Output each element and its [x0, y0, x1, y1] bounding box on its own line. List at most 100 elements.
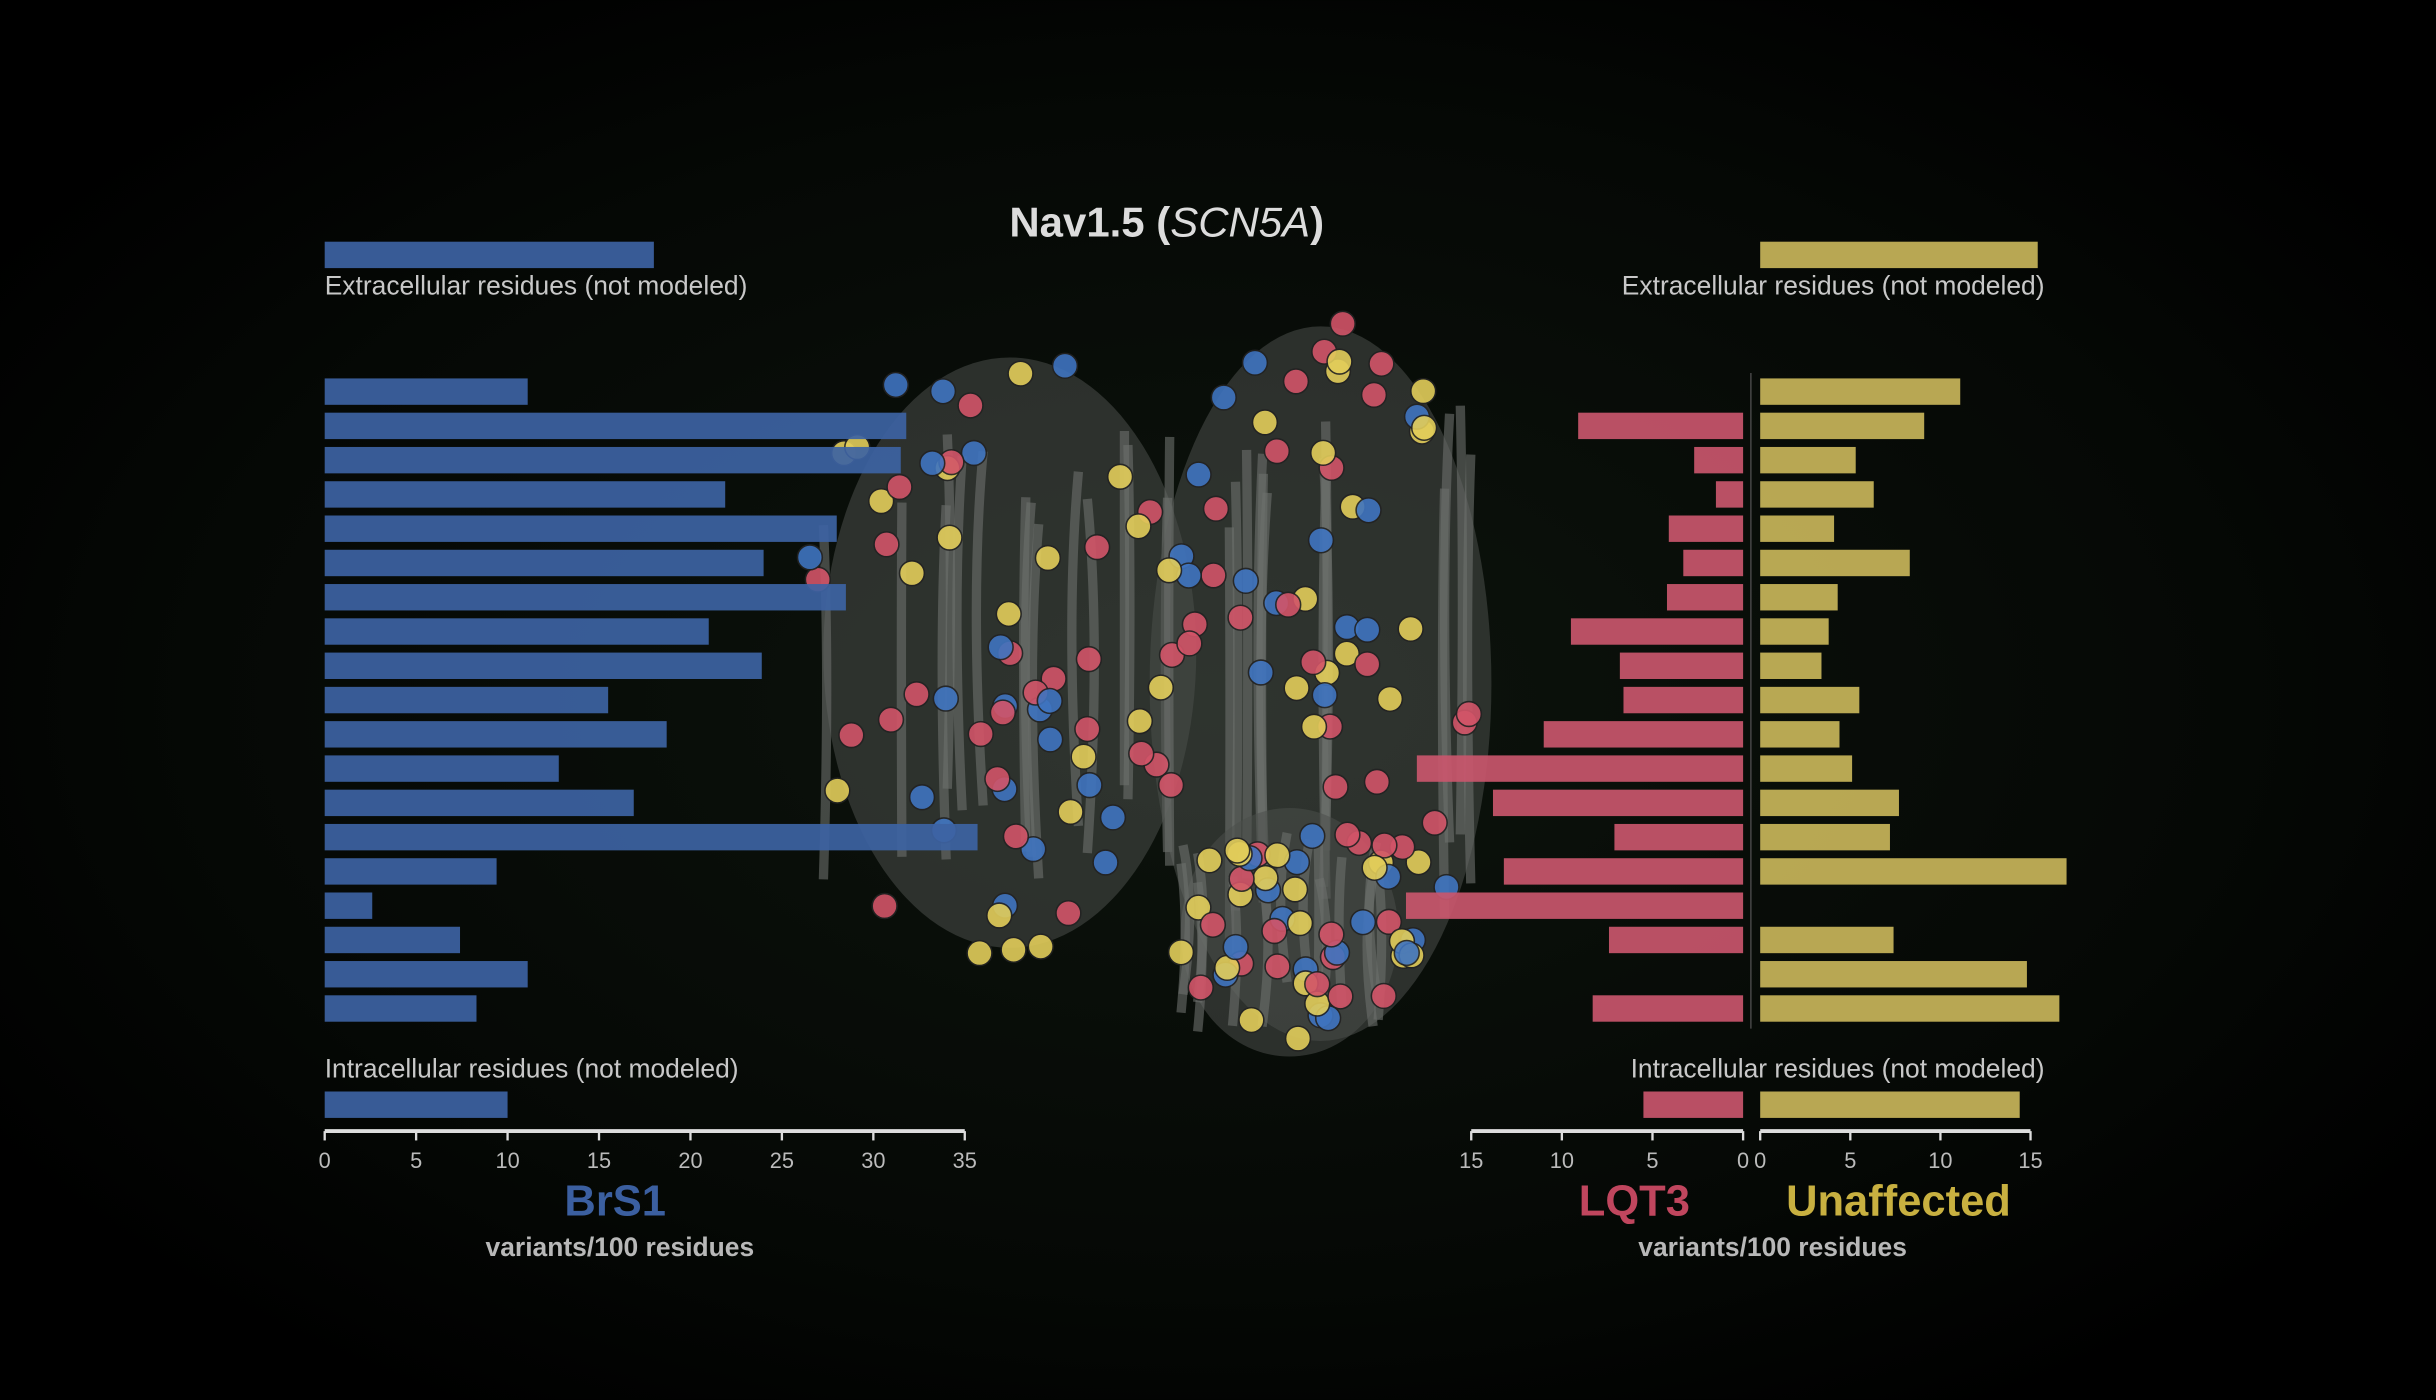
- residue-sphere: [1238, 1006, 1265, 1034]
- x-tick-label: 35: [953, 1148, 977, 1173]
- legend-label: LQT3: [1579, 1178, 1690, 1226]
- residue-sphere: [1106, 463, 1134, 490]
- residue-sphere: [1002, 823, 1030, 850]
- bar: [1592, 995, 1744, 1022]
- residue-sphere: [1264, 841, 1291, 869]
- residue-sphere: [919, 450, 946, 477]
- residue-sphere: [929, 378, 957, 405]
- bar: [1578, 412, 1744, 440]
- residue-sphere: [1092, 849, 1119, 876]
- residue-sphere: [1311, 681, 1338, 709]
- bar: [324, 1091, 508, 1118]
- residue-sphere: [1075, 645, 1103, 673]
- protein-helix: [896, 502, 907, 857]
- residue-sphere: [984, 765, 1011, 793]
- bar: [324, 995, 477, 1022]
- protein-helix: [971, 450, 988, 806]
- x-tick-label: 0: [1737, 1148, 1749, 1173]
- residue-sphere: [1007, 360, 1034, 387]
- residue-sphere: [995, 600, 1022, 628]
- residue-sphere: [1187, 974, 1214, 1001]
- residue-sphere: [1284, 1025, 1312, 1052]
- residue-sphere: [1157, 771, 1185, 799]
- residue-sphere: [1232, 567, 1260, 595]
- residue-sphere: [1371, 832, 1398, 859]
- residue-sphere: [932, 685, 960, 712]
- residue-sphere: [1334, 821, 1361, 848]
- residue-sphere: [1264, 953, 1291, 980]
- x-tick-label: 0: [319, 1148, 331, 1173]
- x-tick-label: 15: [2018, 1148, 2042, 1173]
- residue-sphere: [1227, 604, 1254, 631]
- residue-sphere: [1074, 715, 1101, 743]
- bar: [324, 378, 528, 405]
- protein-helix: [1241, 449, 1253, 879]
- residue-sphere: [1202, 495, 1230, 522]
- x-axis-label: variants/100 residues: [1638, 1232, 1907, 1262]
- residue-sphere: [1027, 933, 1054, 960]
- bar: [1760, 995, 2060, 1022]
- bar: [324, 412, 907, 440]
- residue-sphere: [1155, 557, 1183, 584]
- protein-structure: [796, 310, 1492, 1057]
- residue-sphere: [1299, 822, 1326, 850]
- bar: [324, 584, 846, 611]
- residue-sphere: [1200, 562, 1227, 589]
- residue-sphere: [1360, 381, 1388, 409]
- residue-sphere: [1196, 847, 1223, 874]
- residue-sphere: [1309, 439, 1337, 467]
- x-tick-label: 30: [861, 1148, 885, 1173]
- protein-helix: [1067, 471, 1084, 827]
- bar: [1570, 618, 1744, 645]
- x-tick-label: 15: [587, 1148, 611, 1173]
- x-tick-label: 5: [410, 1148, 422, 1173]
- bar: [324, 892, 373, 919]
- x-tick-label: 20: [678, 1148, 702, 1173]
- bar: [324, 515, 837, 542]
- bar: [1760, 481, 1874, 508]
- residue-sphere: [871, 892, 898, 920]
- residue-sphere: [1329, 310, 1356, 337]
- residue-sphere: [1199, 911, 1227, 939]
- bar: [324, 686, 609, 714]
- bar: [324, 823, 978, 851]
- bar: [1760, 584, 1838, 611]
- bar: [324, 549, 764, 577]
- residue-sphere: [796, 544, 824, 571]
- residue-sphere: [824, 777, 851, 804]
- bar: [1694, 446, 1744, 474]
- residue-sphere: [1055, 899, 1082, 927]
- x-tick-label: 10: [495, 1148, 519, 1173]
- bar: [1760, 618, 1829, 645]
- residue-sphere: [1405, 848, 1432, 876]
- bar: [1760, 789, 1899, 817]
- residue-sphere: [1099, 804, 1127, 831]
- bar: [1760, 961, 2027, 988]
- region-label: Extracellular residues (not modeled): [1622, 270, 2045, 300]
- residue-sphere: [1397, 615, 1424, 643]
- bar: [324, 789, 634, 817]
- legend-label: Unaffected: [1786, 1178, 2011, 1226]
- residue-sphere: [903, 681, 930, 708]
- bar: [324, 755, 559, 782]
- protein-helix: [1176, 862, 1190, 1014]
- residue-sphere: [1376, 685, 1404, 713]
- bar: [1760, 686, 1860, 714]
- residue-sphere: [986, 902, 1013, 929]
- residue-sphere: [1286, 909, 1314, 937]
- residue-sphere: [966, 939, 993, 967]
- residue-sphere: [1322, 773, 1349, 801]
- protein-helix: [1462, 454, 1476, 884]
- residue-sphere: [1037, 726, 1064, 753]
- residue-sphere: [1252, 864, 1279, 892]
- protein-helix: [1020, 502, 1036, 858]
- residue-sphere: [1410, 377, 1437, 405]
- residue-sphere: [1036, 687, 1063, 715]
- residue-sphere: [1167, 939, 1195, 966]
- residue-sphere: [1210, 384, 1237, 411]
- bar: [1503, 858, 1744, 885]
- residue-sphere: [1185, 461, 1212, 488]
- residue-sphere: [1354, 651, 1381, 678]
